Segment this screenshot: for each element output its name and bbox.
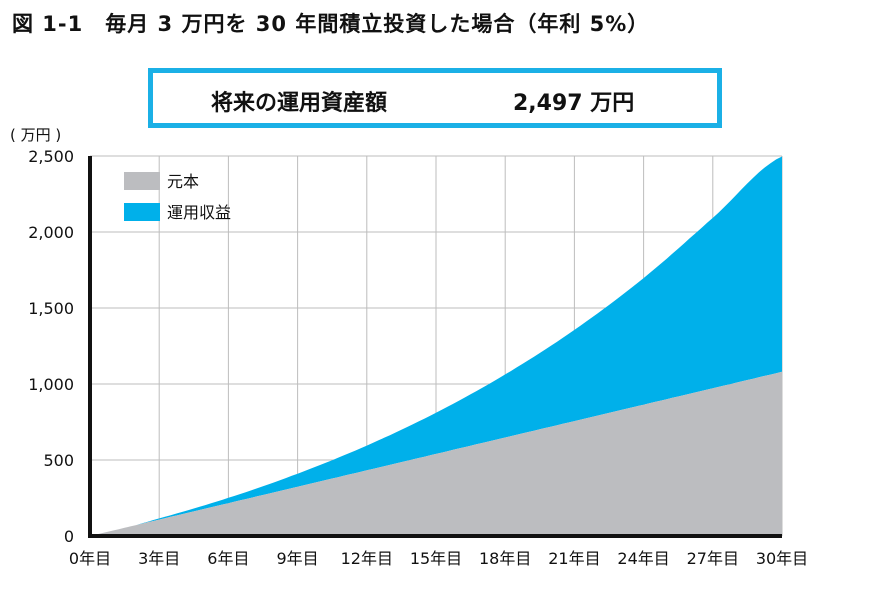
future-assets-box: 将来の運用資産額 2,497 万円 <box>148 68 722 128</box>
x-tick-label: 30年目 <box>756 549 808 568</box>
x-tick-label: 15年目 <box>410 549 462 568</box>
x-tick-label: 12年目 <box>341 549 393 568</box>
x-tick-label: 21年目 <box>548 549 600 568</box>
legend-swatch <box>124 203 160 221</box>
x-tick-label: 18年目 <box>479 549 531 568</box>
legend-swatch <box>124 172 160 190</box>
future-assets-label: 将来の運用資産額 <box>211 91 388 116</box>
figure-title: 図 1-1 毎月 3 万円を 30 年間積立投資した場合（年利 5%） <box>12 12 650 36</box>
legend-label: 運用収益 <box>167 203 231 222</box>
y-tick-label: 2,000 <box>28 223 74 242</box>
y-tick-label: 1,000 <box>28 375 74 394</box>
x-tick-label: 27年目 <box>687 549 739 568</box>
x-tick-label: 24年目 <box>617 549 669 568</box>
x-tick-label: 3年目 <box>138 549 180 568</box>
series-area-gain <box>90 156 782 536</box>
y-tick-label: 500 <box>43 451 74 470</box>
y-axis-unit-label: ( 万円 ) <box>10 126 62 144</box>
x-tick-label: 0年目 <box>69 549 111 568</box>
x-tick-label: 6年目 <box>207 549 249 568</box>
legend-label: 元本 <box>167 172 199 191</box>
future-assets-value: 2,497 万円 <box>513 91 635 116</box>
y-tick-label: 0 <box>64 527 74 546</box>
y-tick-label: 2,500 <box>28 147 74 166</box>
y-tick-label: 1,500 <box>28 299 74 318</box>
series-area-principal <box>90 371 782 536</box>
x-tick-label: 9年目 <box>277 549 319 568</box>
